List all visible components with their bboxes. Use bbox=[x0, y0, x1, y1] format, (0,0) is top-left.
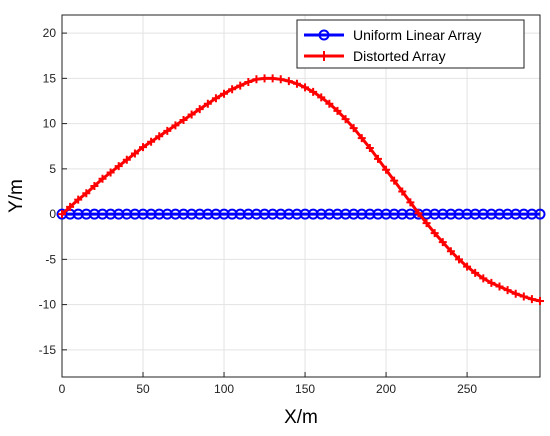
data-point-distorted-array bbox=[373, 154, 382, 163]
data-point-distorted-array bbox=[325, 99, 334, 108]
y-tick-label: 20 bbox=[43, 26, 57, 40]
data-point-distorted-array bbox=[82, 189, 91, 198]
data-point-distorted-array bbox=[220, 89, 229, 98]
data-point-distorted-array bbox=[422, 219, 431, 228]
legend-box bbox=[296, 19, 525, 69]
x-axis-label: X/m bbox=[284, 407, 318, 428]
data-point-distorted-array bbox=[147, 137, 156, 146]
data-point-distorted-array bbox=[503, 286, 512, 295]
data-point-distorted-array bbox=[333, 106, 342, 115]
y-tick-label: 15 bbox=[43, 71, 57, 85]
data-point-distorted-array bbox=[155, 132, 164, 141]
data-point-distorted-array bbox=[487, 278, 496, 287]
data-point-distorted-array bbox=[454, 255, 463, 264]
legend-marker-distorted bbox=[319, 51, 329, 61]
data-point-distorted-array bbox=[236, 81, 245, 90]
data-point-distorted-array bbox=[438, 238, 447, 247]
x-tick-label: 200 bbox=[376, 382, 396, 396]
data-point-distorted-array bbox=[317, 93, 326, 102]
data-point-distorted-array bbox=[446, 247, 455, 256]
data-point-distorted-array bbox=[203, 99, 212, 108]
data-point-distorted-array bbox=[114, 162, 123, 171]
series-distorted-array bbox=[58, 74, 544, 305]
y-tick-label: 10 bbox=[43, 117, 57, 131]
data-point-distorted-array bbox=[187, 110, 196, 119]
plot-area-frame bbox=[61, 14, 541, 378]
series-layer bbox=[56, 74, 546, 305]
data-point-distorted-array bbox=[284, 77, 293, 86]
series-line-distorted-array bbox=[61, 76, 541, 303]
data-point-distorted-array bbox=[260, 74, 269, 83]
y-tick-label: 0 bbox=[49, 207, 56, 221]
data-point-uniform-linear-array bbox=[534, 208, 546, 220]
data-point-distorted-array bbox=[98, 174, 107, 183]
data-point-distorted-array bbox=[74, 195, 83, 204]
data-point-distorted-array bbox=[527, 295, 536, 304]
x-tick-label: 250 bbox=[457, 382, 477, 396]
data-point-distorted-array bbox=[276, 75, 285, 84]
legend: Uniform Linear Array Distorted Array bbox=[296, 19, 525, 69]
data-point-distorted-array bbox=[228, 85, 237, 94]
data-point-distorted-array bbox=[301, 83, 310, 92]
data-point-distorted-array bbox=[106, 168, 115, 177]
data-point-distorted-array bbox=[536, 296, 544, 305]
data-point-distorted-array bbox=[398, 187, 407, 196]
data-point-distorted-array bbox=[211, 94, 220, 103]
data-point-distorted-array bbox=[511, 289, 520, 298]
data-point-distorted-array bbox=[58, 210, 66, 219]
data-point-distorted-array bbox=[390, 176, 399, 185]
data-point-distorted-array bbox=[244, 77, 253, 86]
data-point-distorted-array bbox=[66, 202, 75, 211]
x-tick-label: 0 bbox=[59, 382, 66, 396]
data-point-distorted-array bbox=[414, 209, 423, 218]
data-point-distorted-array bbox=[268, 74, 277, 83]
data-point-distorted-array bbox=[479, 274, 488, 283]
x-tick-label: 150 bbox=[295, 382, 315, 396]
data-point-distorted-array bbox=[171, 121, 180, 130]
series-uniform-linear-array bbox=[56, 208, 546, 220]
data-point-distorted-array bbox=[292, 79, 301, 88]
y-tick-label: -10 bbox=[39, 298, 57, 312]
data-point-distorted-array bbox=[130, 149, 139, 158]
legend-label-distorted: Distorted Array bbox=[353, 48, 446, 64]
data-point-distorted-array bbox=[406, 198, 415, 207]
data-point-distorted-array bbox=[341, 115, 350, 124]
y-tick-label: -5 bbox=[45, 252, 56, 266]
data-point-distorted-array bbox=[252, 75, 261, 84]
data-point-distorted-array bbox=[382, 165, 391, 174]
x-axis-ticks: 0 50 100 150 200 250 bbox=[59, 372, 477, 396]
data-point-distorted-array bbox=[349, 124, 358, 133]
data-point-distorted-array bbox=[430, 229, 439, 238]
y-axis-ticks: -15 -10 -5 0 5 10 15 20 bbox=[39, 26, 67, 357]
legend-marker-uniform bbox=[318, 29, 330, 41]
y-tick-label: -15 bbox=[39, 343, 57, 357]
data-point-distorted-array bbox=[179, 115, 188, 124]
x-tick-label: 50 bbox=[136, 382, 150, 396]
data-point-distorted-array bbox=[309, 87, 318, 96]
data-point-distorted-array bbox=[122, 155, 131, 164]
data-point-distorted-array bbox=[519, 292, 528, 301]
data-point-distorted-array bbox=[195, 105, 204, 114]
data-point-distorted-array bbox=[365, 144, 374, 153]
data-point-distorted-array bbox=[163, 126, 172, 135]
legend-label-uniform: Uniform Linear Array bbox=[353, 27, 481, 43]
y-tick-label: 5 bbox=[49, 162, 56, 176]
data-point-distorted-array bbox=[471, 268, 480, 277]
grid-lines bbox=[61, 15, 540, 377]
x-tick-label: 100 bbox=[214, 382, 234, 396]
data-point-distorted-array bbox=[463, 262, 472, 271]
data-point-distorted-array bbox=[495, 282, 504, 291]
y-axis-label: Y/m bbox=[6, 179, 27, 213]
data-point-distorted-array bbox=[139, 143, 148, 152]
data-point-distorted-array bbox=[357, 134, 366, 143]
data-point-distorted-array bbox=[90, 182, 99, 191]
